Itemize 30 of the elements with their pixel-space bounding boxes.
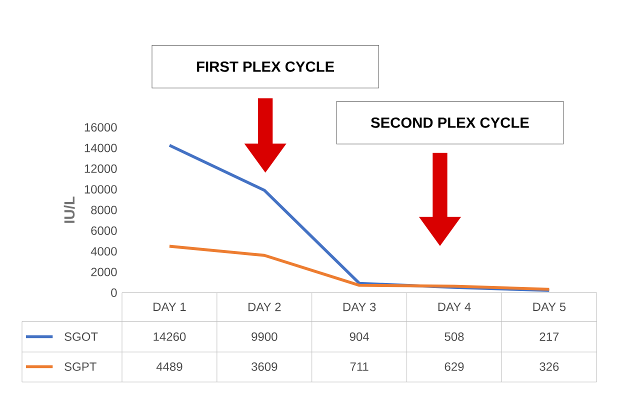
y-tick-label: 0 xyxy=(111,288,117,298)
data-label: 904 xyxy=(350,332,369,342)
y-tick-label: 2000 xyxy=(91,268,117,276)
annotation: SECOND PLEX CYCLE xyxy=(370,118,529,128)
x-tick-label: DAY 3 xyxy=(343,302,376,312)
y-tick-label: 10000 xyxy=(84,185,117,194)
line-series xyxy=(168,244,551,291)
y-tick-label: 12000 xyxy=(84,164,117,174)
x-tick-label: DAY 4 xyxy=(438,302,471,312)
y-tick-label: 14000 xyxy=(84,144,117,152)
text: FIRST PLEX CYCLE xyxy=(197,62,334,72)
y-tick-label: 4000 xyxy=(90,247,117,256)
data-label: 14260 xyxy=(154,332,186,342)
data-label: 326 xyxy=(540,362,559,372)
data-label: 4489 xyxy=(156,362,182,372)
x-tick-label: DAY 2 xyxy=(248,302,281,312)
data-label: 711 xyxy=(350,362,368,371)
data-label: 217 xyxy=(540,332,559,342)
data-label: 508 xyxy=(444,332,464,342)
data-label: 9900 xyxy=(252,332,278,342)
x-tick-label: DAY 5 xyxy=(533,302,566,312)
x-tick-label: DAY 1 xyxy=(154,302,186,312)
legend-label: SGPT xyxy=(64,362,96,372)
data-label: 629 xyxy=(444,362,464,372)
y-axis-title: IU/L xyxy=(64,196,75,224)
legend-label: SGOT xyxy=(64,332,98,342)
data-label: 3609 xyxy=(252,362,278,372)
y-tick-label: 16000 xyxy=(84,123,117,132)
y-tick-label: 6000 xyxy=(91,226,117,236)
y-tick-label: 8000 xyxy=(91,206,117,214)
